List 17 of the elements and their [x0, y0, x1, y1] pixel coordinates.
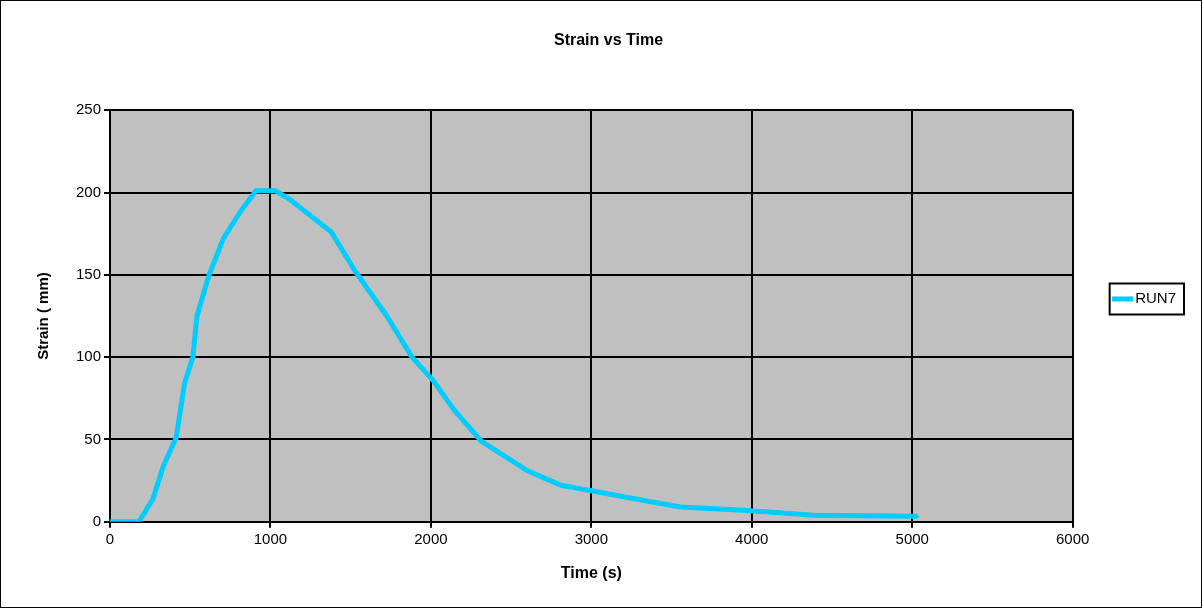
x-tick-label: 0	[105, 529, 115, 547]
y-tick-label: 50	[84, 429, 102, 447]
y-tick-label: 200	[76, 182, 102, 200]
x-tick-label: 1000	[253, 529, 288, 547]
legend-label: RUN7	[1135, 289, 1176, 307]
x-axis-title: Time (s)	[560, 563, 622, 581]
x-tick-label: 4000	[735, 529, 769, 547]
chart-title: Strain vs Time	[553, 31, 664, 49]
x-tick-label: 2000	[414, 529, 448, 547]
y-tick-label: 150	[76, 264, 102, 282]
x-tick-label: 3000	[574, 529, 609, 547]
y-tick-label: 100	[76, 347, 102, 365]
y-tick-label: 250	[76, 100, 102, 118]
x-tick-label: 6000	[1055, 529, 1090, 547]
y-axis-title: Strain ( mm)	[34, 272, 52, 360]
y-tick-label: 0	[92, 511, 102, 529]
x-tick-label: 5000	[895, 529, 929, 547]
